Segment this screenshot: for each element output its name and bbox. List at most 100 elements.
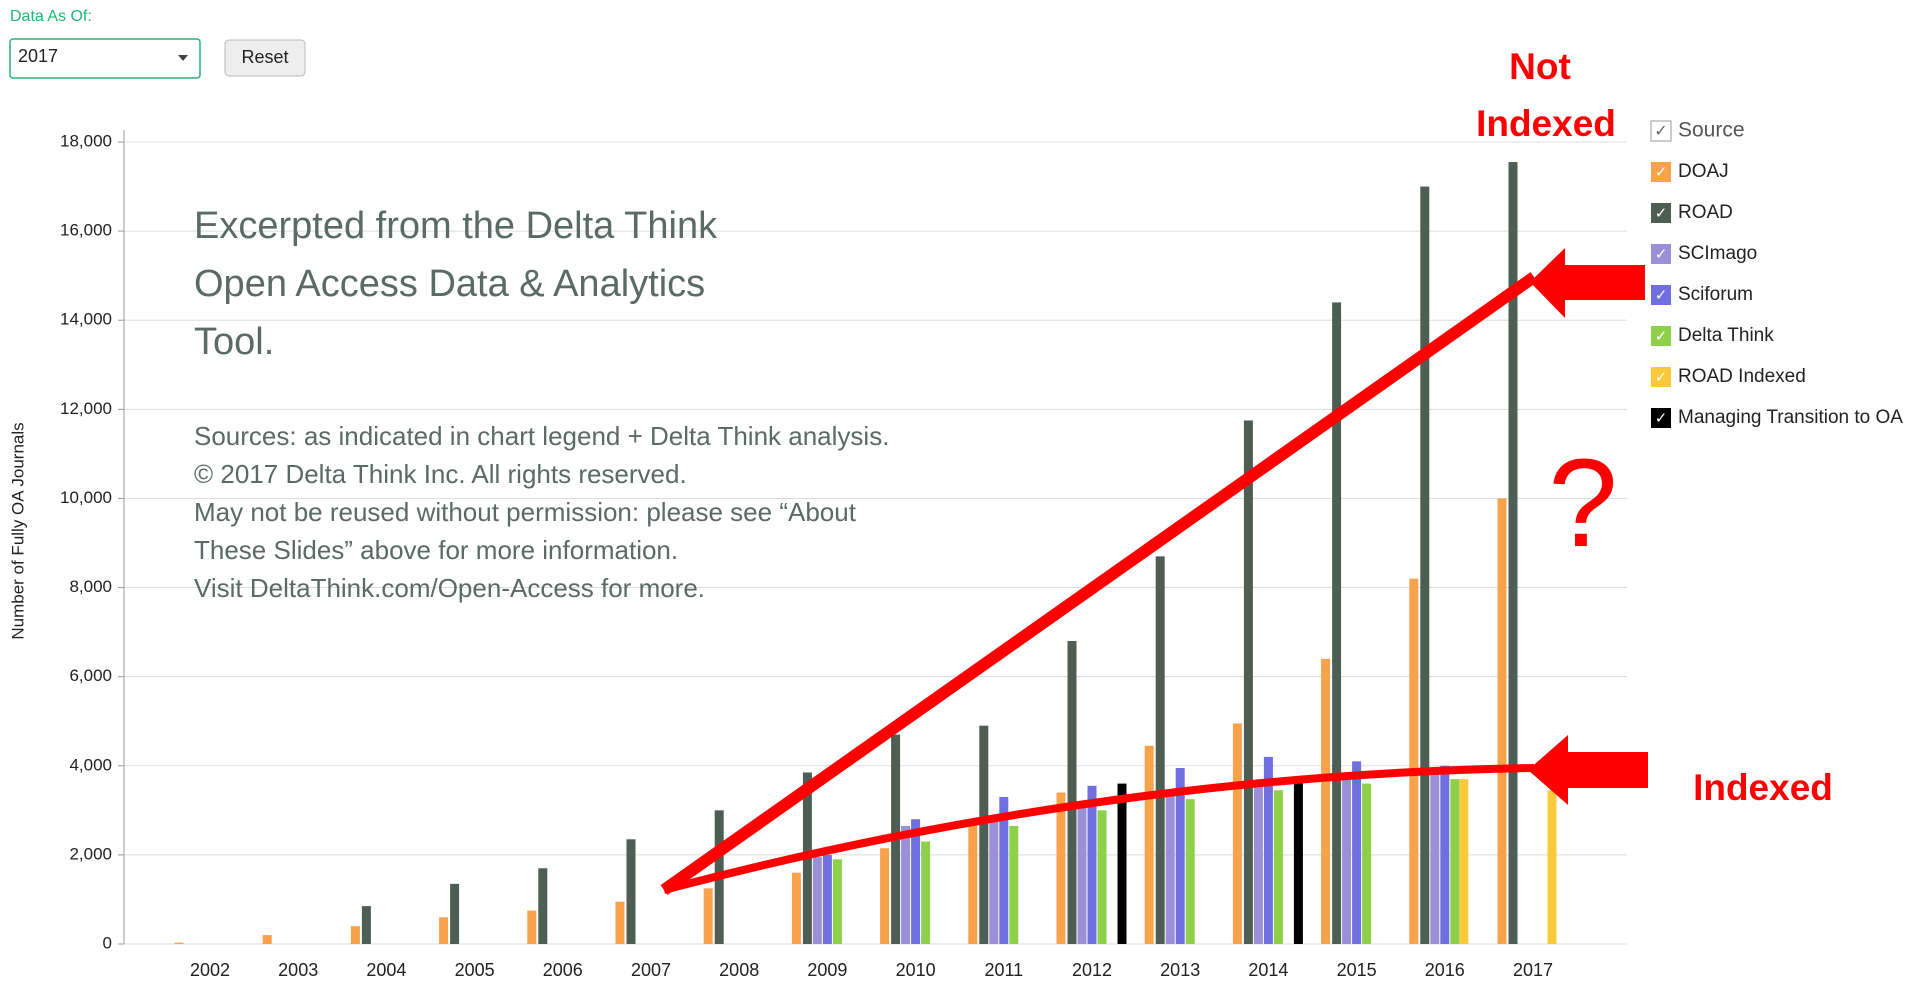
data-as-of-label: Data As Of: (10, 8, 92, 25)
bar (822, 854, 832, 944)
x-tick-label: 2002 (190, 960, 230, 980)
annotation: ? (1548, 434, 1618, 573)
bar (1067, 641, 1077, 944)
legend-check: ✓ (1655, 328, 1668, 345)
x-tick-label: 2008 (719, 960, 759, 980)
legend-label: DOAJ (1678, 161, 1729, 182)
legend-check: ✓ (1655, 164, 1668, 181)
y-tick-label: 4,000 (69, 755, 112, 774)
annotation: Not (1509, 46, 1571, 87)
annotation: Indexed (1693, 767, 1833, 808)
legend-label: Sciforum (1678, 284, 1753, 305)
bar (1450, 779, 1460, 944)
bar (921, 841, 931, 944)
watermark-note: © 2017 Delta Think Inc. All rights reser… (194, 459, 687, 489)
watermark-title: Open Access Data & Analytics (194, 263, 705, 305)
bar (979, 725, 989, 944)
y-tick-label: 14,000 (60, 310, 112, 329)
year-select[interactable] (9, 38, 201, 79)
bar (1155, 556, 1165, 944)
y-tick-label: 12,000 (60, 399, 112, 418)
y-axis-label: Number of Fully OA Journals (8, 422, 27, 639)
bar (791, 872, 801, 944)
trend-curve (662, 764, 1535, 894)
x-tick-label: 2015 (1337, 960, 1377, 980)
bar (1362, 783, 1372, 944)
legend-check: ✓ (1655, 369, 1668, 386)
watermark-note: These Slides” above for more information… (194, 535, 678, 565)
x-tick-label: 2011 (984, 960, 1023, 980)
bar (1293, 781, 1303, 944)
bar (703, 888, 713, 944)
legend-swatch (1651, 326, 1671, 346)
legend-label: Managing Transition to OA (1678, 407, 1903, 428)
bar (1232, 723, 1242, 944)
legend-title: Source (1678, 119, 1745, 142)
watermark-note: Visit DeltaThink.com/Open-Access for mor… (194, 573, 705, 603)
bar (174, 942, 184, 944)
x-tick-label: 2016 (1425, 960, 1465, 980)
bar (1175, 768, 1185, 944)
year-select-value: 2017 (18, 46, 58, 66)
x-tick-label: 2012 (1072, 960, 1112, 980)
bar (450, 883, 460, 944)
select-caret (178, 55, 188, 61)
bar (1547, 790, 1557, 944)
y-tick-label: 0 (103, 933, 112, 952)
watermark-title: Excerpted from the Delta Think (194, 205, 718, 247)
bar (812, 857, 822, 944)
x-tick-label: 2010 (896, 960, 936, 980)
bar (1352, 761, 1362, 944)
legend-label: ROAD (1678, 202, 1733, 223)
bar (350, 926, 360, 944)
y-tick-label: 18,000 (60, 131, 112, 150)
bar (262, 935, 272, 944)
x-tick-label: 2017 (1513, 960, 1553, 980)
bar (911, 819, 921, 944)
bar (439, 917, 449, 944)
x-tick-label: 2003 (278, 960, 318, 980)
legend-swatch (1651, 367, 1671, 387)
watermark-note: Sources: as indicated in chart legend + … (194, 421, 889, 451)
bar (615, 901, 625, 944)
y-tick-label: 10,000 (60, 488, 112, 507)
bar (1430, 770, 1440, 944)
arrow-indexed (1528, 735, 1648, 805)
x-tick-label: 2004 (366, 960, 406, 980)
bar (1263, 756, 1273, 944)
x-tick-label: 2005 (455, 960, 495, 980)
bar (1440, 765, 1450, 944)
y-tick-label: 6,000 (69, 666, 112, 685)
reset-button[interactable] (224, 39, 306, 77)
bar (901, 825, 911, 944)
bar (361, 906, 371, 944)
legend-check: ✓ (1654, 123, 1667, 140)
bar (1253, 785, 1263, 944)
bar (527, 910, 537, 944)
reset-label: Reset (241, 47, 288, 67)
bar (989, 817, 999, 944)
watermark-title: Tool. (194, 321, 274, 363)
legend-swatch (1651, 162, 1671, 182)
legend-label: ROAD Indexed (1678, 366, 1806, 387)
bar (968, 823, 978, 944)
bar (999, 796, 1009, 944)
bar (1342, 774, 1352, 944)
bar (1165, 792, 1175, 944)
legend-swatch (1651, 203, 1671, 223)
legend-check: ✓ (1655, 246, 1668, 263)
bar (1185, 799, 1195, 944)
bar (1056, 792, 1066, 944)
bar (1087, 785, 1097, 944)
bar (1508, 162, 1518, 945)
legend-swatch (1651, 408, 1671, 428)
y-tick-label: 2,000 (69, 844, 112, 863)
legend-check: ✓ (1655, 287, 1668, 304)
y-tick-label: 16,000 (60, 221, 112, 240)
bar (1243, 420, 1253, 944)
x-tick-label: 2014 (1248, 960, 1288, 980)
bar (1321, 658, 1331, 944)
bar (1144, 745, 1154, 944)
